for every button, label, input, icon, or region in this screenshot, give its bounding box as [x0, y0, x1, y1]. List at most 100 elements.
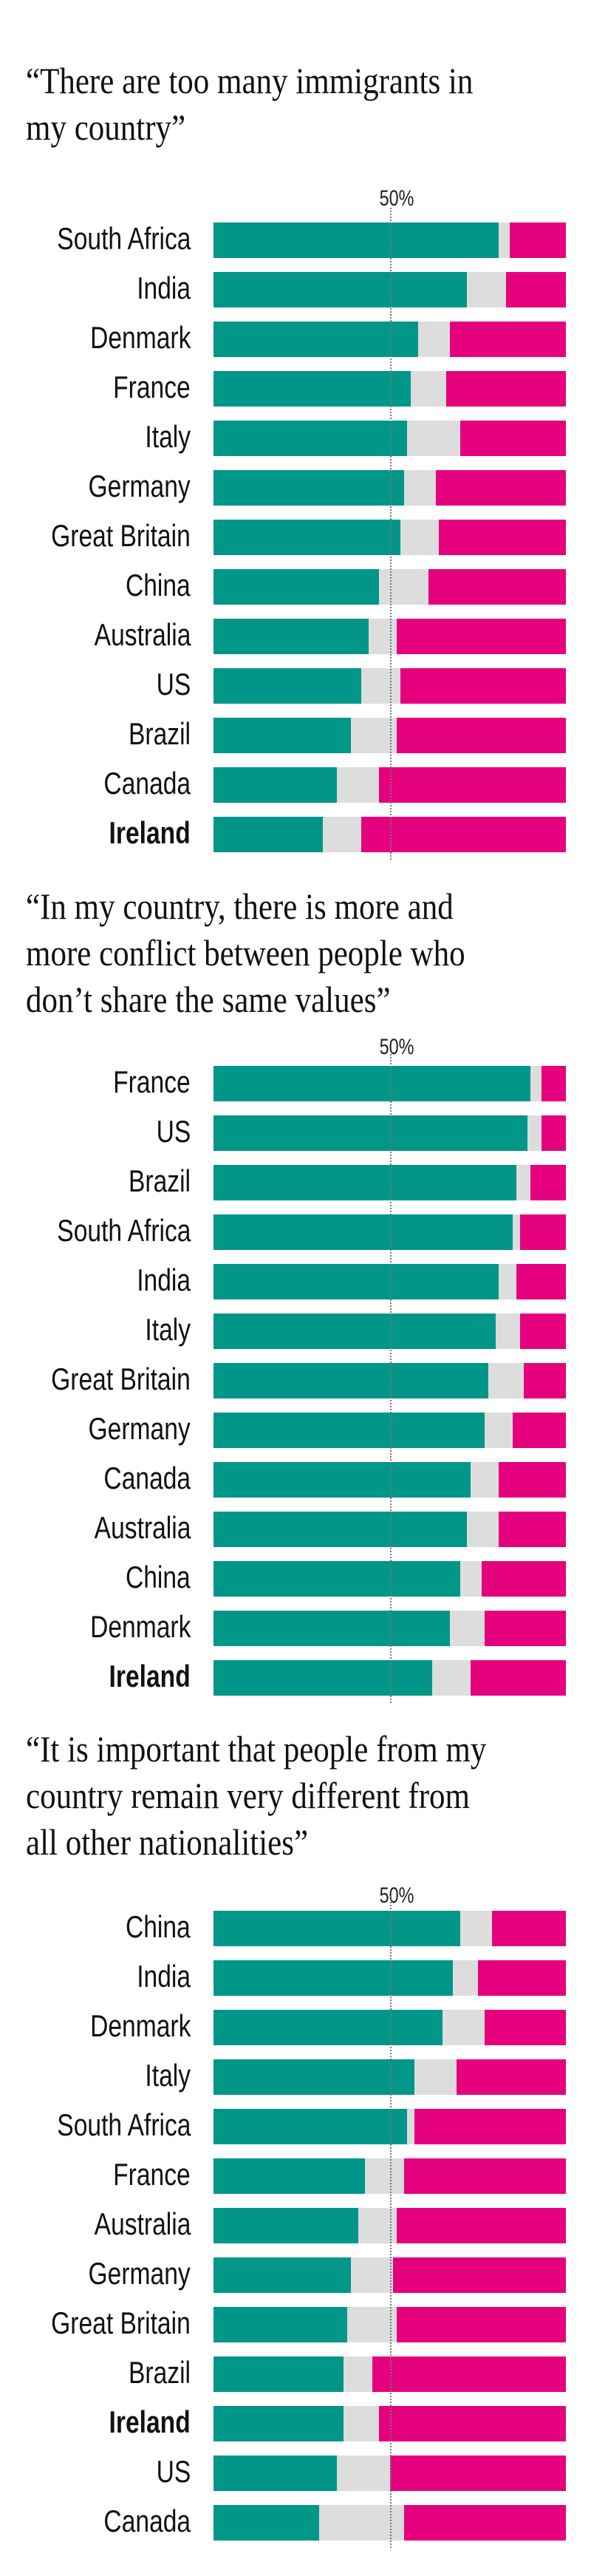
country-label: France: [113, 1064, 191, 1099]
country-label: South Africa: [56, 1213, 191, 1248]
bar-row-us: US: [0, 1114, 591, 1151]
bar-segment-neutral: [488, 1363, 524, 1399]
bar-segment-disagree: [404, 2505, 566, 2541]
bar-segment-disagree: [397, 619, 566, 654]
chart-title-line: don’t share the same values”: [26, 979, 391, 1020]
country-label: Brazil: [128, 2355, 191, 2390]
country-label: Italy: [145, 2058, 191, 2093]
country-label: India: [137, 1959, 191, 1994]
bar-row-great-britain: Great Britain: [0, 2305, 591, 2342]
bar-segment-disagree: [542, 1066, 566, 1101]
bar-segment-disagree: [499, 1512, 566, 1547]
bar-segment-neutral: [323, 817, 361, 852]
bar-segment-agree: [213, 2059, 414, 2095]
stacked-bar: [213, 470, 566, 506]
bar-segment-agree: [213, 2356, 344, 2392]
country-label: Great Britain: [51, 518, 191, 553]
bar-row-china: China: [0, 1560, 591, 1597]
bar-segment-disagree: [520, 1214, 566, 1250]
country-label: Brazil: [128, 1163, 191, 1198]
bar-segment-disagree: [361, 817, 566, 852]
chart-title: “In my country, there is more and more co…: [26, 883, 509, 1023]
bar-segment-disagree: [499, 1462, 566, 1498]
bar-segment-disagree: [393, 2257, 566, 2293]
chart-title-line: “It is important that people from my: [26, 1728, 487, 1770]
bar-segment-agree: [213, 1264, 499, 1299]
bar-segment-neutral: [527, 1115, 542, 1151]
bar-segment-agree: [213, 371, 411, 407]
bar-row-denmark: Denmark: [0, 1609, 591, 1646]
bar-segment-disagree: [439, 520, 566, 555]
bar-segment-disagree: [506, 272, 566, 307]
bar-segment-agree: [213, 421, 407, 456]
bar-segment-neutral: [347, 2307, 397, 2342]
bar-segment-disagree: [542, 1115, 566, 1151]
bar-segment-neutral: [319, 2505, 404, 2541]
bar-segment-disagree: [478, 1960, 566, 1996]
bar-row-germany: Germany: [0, 469, 591, 506]
bar-segment-agree: [213, 2505, 319, 2541]
bar-segment-neutral: [351, 718, 397, 753]
bar-segment-neutral: [443, 2010, 485, 2045]
stacked-bar: [213, 2456, 566, 2491]
stacked-bar: [213, 1115, 566, 1151]
country-label: China: [126, 1909, 191, 1944]
stacked-bar: [213, 2505, 566, 2541]
bar-row-italy: Italy: [0, 2058, 591, 2095]
bar-row-india: India: [0, 271, 591, 307]
bar-segment-disagree: [450, 322, 566, 357]
chart-title-line: more conflict between people who: [26, 932, 465, 973]
bar-row-south-africa: South Africa: [0, 1213, 591, 1250]
stacked-bar: [213, 2010, 566, 2045]
bar-segment-agree: [213, 1911, 460, 1946]
bar-segment-agree: [213, 2109, 407, 2144]
stacked-bar: [213, 322, 566, 357]
chart-title-line: my country”: [26, 106, 186, 148]
bar-segment-neutral: [516, 1165, 530, 1200]
reference-line-label: 50%: [379, 1035, 414, 1059]
bar-segment-disagree: [485, 1611, 566, 1646]
bar-segment-agree: [213, 1363, 488, 1399]
bar-segment-agree: [213, 2257, 351, 2293]
bar-row-france: France: [0, 1064, 591, 1101]
bar-row-brazil: Brazil: [0, 716, 591, 753]
bar-segment-agree: [213, 1960, 453, 1996]
stacked-bar: [213, 1611, 566, 1646]
bar-row-denmark: Denmark: [0, 320, 591, 357]
stacked-bar: [213, 2208, 566, 2243]
country-label: India: [137, 1262, 191, 1297]
bar-segment-disagree: [397, 718, 566, 753]
chart-title-line: all other nationalities”: [26, 1821, 309, 1863]
bar-row-france: France: [0, 370, 591, 407]
bar-segment-neutral: [379, 569, 428, 605]
country-label: Australia: [94, 2206, 191, 2241]
bar-segment-disagree: [485, 2010, 566, 2045]
bar-segment-disagree: [482, 1561, 566, 1597]
country-label: South Africa: [56, 2107, 191, 2142]
bar-segment-agree: [213, 1165, 516, 1200]
bar-row-south-africa: South Africa: [0, 2107, 591, 2144]
stacked-bar: [213, 1960, 566, 1996]
bar-segment-disagree: [446, 371, 566, 407]
stacked-bar: [213, 1462, 566, 1498]
country-label: Denmark: [89, 2008, 191, 2043]
bar-segment-disagree: [414, 2109, 566, 2144]
bar-segment-agree: [213, 1512, 467, 1547]
stacked-bar: [213, 2307, 566, 2342]
country-label: France: [113, 370, 191, 404]
bar-row-brazil: Brazil: [0, 1163, 591, 1200]
bar-segment-neutral: [460, 1911, 492, 1946]
stacked-bar: [213, 1214, 566, 1250]
reference-line-50: [390, 1051, 392, 1703]
stacked-bar: [213, 520, 566, 555]
country-label: Denmark: [89, 320, 191, 355]
stacked-bar: [213, 421, 566, 456]
bar-segment-neutral: [351, 2257, 393, 2293]
bar-segment-disagree: [397, 2208, 566, 2243]
bar-row-south-africa: South Africa: [0, 221, 591, 258]
country-label: Germany: [88, 2256, 191, 2291]
bar-row-australia: Australia: [0, 617, 591, 654]
bar-segment-disagree: [379, 2406, 566, 2441]
bar-segment-agree: [213, 322, 418, 357]
bar-segment-neutral: [496, 1314, 520, 1349]
